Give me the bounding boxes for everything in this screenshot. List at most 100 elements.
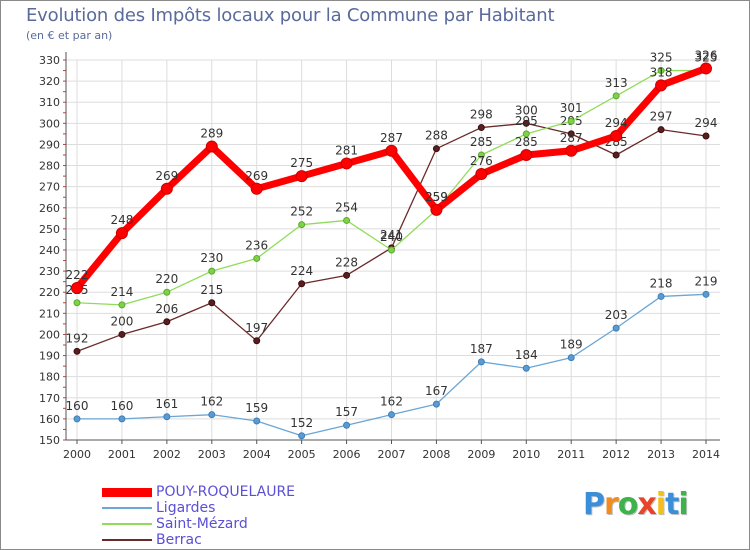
data-point (71, 282, 83, 294)
logo-letter: t (665, 487, 679, 522)
data-label: 275 (290, 156, 313, 170)
data-label: 240 (380, 230, 403, 244)
data-label: 313 (605, 76, 628, 90)
x-tick-label: 2010 (512, 448, 540, 461)
data-point (208, 299, 216, 307)
x-tick-label: 2005 (288, 448, 316, 461)
data-label: 230 (200, 251, 223, 265)
data-point (567, 117, 575, 125)
data-label: 285 (515, 135, 538, 149)
data-label: 152 (290, 416, 313, 430)
y-tick-label: 270 (39, 181, 60, 194)
data-point (522, 364, 530, 372)
data-label: 192 (66, 331, 89, 345)
data-point (612, 92, 620, 100)
data-label: 224 (290, 264, 313, 278)
data-point (385, 144, 398, 157)
data-point (702, 132, 710, 140)
legend-label-berrac: Berrac (156, 532, 202, 548)
y-tick-label: 260 (39, 202, 60, 215)
x-axis-ticks: 2000 2001 2002 2003 2004 2005 2006 2007 2008 2009… (63, 448, 720, 461)
data-label: 259 (425, 190, 448, 204)
y-tick-label: 230 (39, 265, 60, 278)
data-label: 162 (380, 395, 403, 409)
series-ligardes: 160 160 161 162 159 152 157 162 167 187 184 189 203 2… (66, 274, 718, 440)
data-label: 325 (650, 51, 673, 65)
data-label: 157 (335, 405, 358, 419)
data-point (253, 254, 261, 262)
x-tick-label: 2009 (467, 448, 495, 461)
data-point (430, 203, 443, 216)
data-point (73, 299, 81, 307)
data-label: 294 (695, 116, 718, 130)
data-label: 159 (245, 401, 268, 415)
y-tick-label: 210 (39, 307, 60, 320)
series-pouy-roquelaure: 222 248 269 289 269 275 281 287 259 276 285 287 294 3… (66, 48, 718, 294)
data-label: 281 (335, 143, 358, 157)
legend-item-ligardes: Ligardes (102, 500, 215, 516)
data-label: 301 (560, 101, 583, 115)
x-tick-label: 2012 (602, 448, 630, 461)
data-point (388, 246, 395, 254)
data-point (475, 168, 488, 180)
logo-letter: o (617, 487, 639, 522)
x-tick-label: 2002 (153, 448, 181, 461)
data-label: 276 (470, 154, 493, 168)
logo-letter: i (655, 487, 666, 522)
data-point (432, 400, 440, 408)
data-label: 254 (335, 200, 358, 214)
data-label: 298 (470, 108, 493, 122)
data-label: 326 (695, 48, 718, 62)
data-point (298, 221, 306, 229)
y-tick-label: 160 (39, 413, 60, 426)
logo-letter: r (604, 487, 619, 522)
data-point (73, 415, 81, 423)
data-point (612, 324, 620, 332)
proxiti-logo: Proxiti (583, 487, 689, 522)
data-label: 162 (200, 395, 223, 409)
legend-item-saint-mezard: Saint-Mézard (102, 516, 248, 532)
y-tick-label: 280 (39, 160, 60, 173)
data-point (163, 318, 171, 326)
x-tick-label: 2011 (557, 448, 585, 461)
data-point (163, 413, 171, 421)
data-label: 318 (650, 65, 673, 79)
data-point (205, 140, 218, 153)
legend-swatch-pouy-roquelaure (102, 487, 152, 497)
logo-letter: i (678, 487, 688, 522)
data-point (298, 280, 306, 288)
data-label: 287 (380, 131, 403, 145)
y-tick-label: 330 (39, 54, 60, 67)
data-point (702, 290, 710, 298)
x-tick-label: 2014 (692, 448, 720, 461)
y-tick-label: 170 (39, 392, 60, 405)
data-point (208, 267, 216, 275)
y-tick-label: 190 (39, 350, 60, 363)
data-label: 285 (470, 135, 493, 149)
data-point (567, 130, 575, 138)
data-label: 222 (66, 268, 89, 282)
data-point (477, 358, 485, 366)
data-point (477, 124, 485, 132)
data-label: 219 (695, 274, 718, 288)
logo-letter: x (637, 487, 656, 522)
data-point (118, 415, 126, 423)
data-point (115, 227, 128, 240)
data-point (522, 130, 530, 138)
logo-letter: P (583, 487, 605, 522)
data-point (253, 417, 261, 425)
data-point (163, 288, 171, 296)
series-layer: 1922002062151972242282412882983002952852… (66, 48, 718, 440)
data-label: 241 (380, 228, 403, 242)
y-tick-label: 220 (39, 286, 60, 299)
data-point (520, 149, 533, 161)
data-label: 187 (470, 342, 493, 356)
data-label: 289 (200, 127, 223, 141)
chart-title: Evolution des Impôts locaux pour la Comm… (26, 5, 555, 26)
data-label: 325 (695, 51, 718, 65)
data-point (208, 411, 216, 419)
data-point (700, 62, 712, 75)
legend-label-pouy-roquelaure: POUY-ROQUELAURE (156, 484, 296, 500)
